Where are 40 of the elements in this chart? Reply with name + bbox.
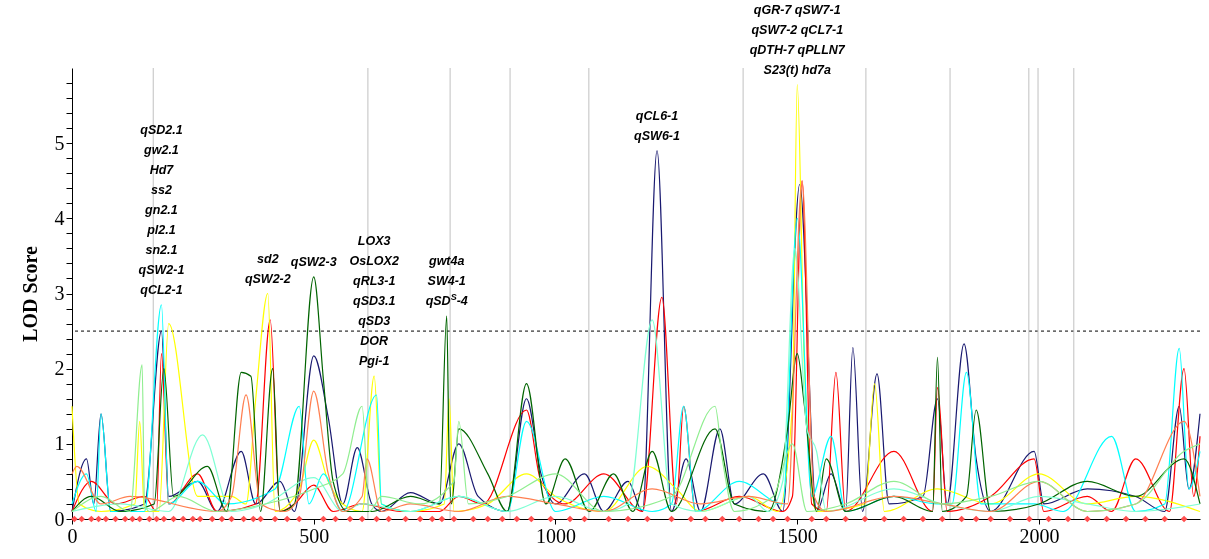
annotation: LOX3 <box>357 234 391 249</box>
annotation: gn2.1 <box>144 202 178 217</box>
annotation: qSW2-3 <box>290 254 337 269</box>
annotation: pl2.1 <box>146 222 176 237</box>
annotation: qSD$^{S}$-4 <box>425 292 468 309</box>
text: qGR-7 qSW7-1 <box>753 2 841 17</box>
annotation: qSD3 <box>358 314 391 329</box>
text: qSW7-2 qCL7-1 <box>751 22 844 37</box>
annotation: SW4-1 <box>427 274 466 289</box>
line-series <box>71 83 1201 513</box>
annotation: gw2.1 <box>143 142 179 157</box>
annotation: ss2 <box>151 182 172 197</box>
y-tick-label: 2 <box>54 357 65 380</box>
annotation: Pgi-1 <box>358 354 390 369</box>
annotation: qSW2-1 <box>138 262 185 277</box>
annotation: S23(t) hd7a <box>763 62 831 77</box>
annotation: Hd7 <box>149 162 175 177</box>
x-tick-label: 2000 <box>1019 524 1060 547</box>
x-tick-label: 500 <box>299 524 330 547</box>
annotation: DOR <box>360 334 389 349</box>
text: qDTH-7 qPLLN7 <box>749 42 846 57</box>
annotation: qSD2.1 <box>140 122 183 137</box>
annotation: qCL6-1 <box>635 108 679 123</box>
y-axis-title: LOD Score <box>18 246 41 342</box>
annotation: qSD3.1 <box>352 294 396 309</box>
y-tick-label: 5 <box>54 131 65 154</box>
annotation: gwt4a <box>427 254 465 269</box>
annotation: qSW6-1 <box>634 128 680 143</box>
y-tick-label: 0 <box>54 507 65 530</box>
y-tick-label: 1 <box>54 432 65 455</box>
annotation: qSW2-2 <box>244 271 291 286</box>
y-tick-label: 4 <box>54 206 65 229</box>
x-tick-label: 1000 <box>536 524 576 547</box>
annotation: sn2.1 <box>145 242 178 257</box>
annotation: OsLOX2 <box>349 254 399 269</box>
annotation: sd2 <box>257 251 279 266</box>
annotation: qRL3-1 <box>353 274 396 289</box>
annotation: qCL2-1 <box>140 282 183 297</box>
y-tick-label: 3 <box>54 282 65 304</box>
x-tick-label: 1500 <box>777 524 818 547</box>
